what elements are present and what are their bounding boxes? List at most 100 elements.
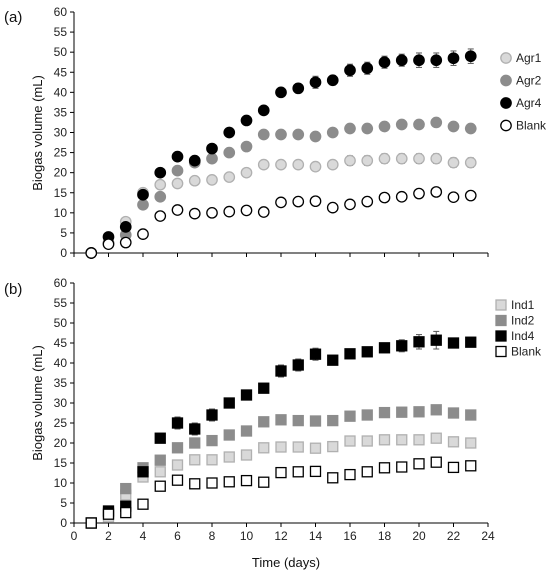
data-point — [361, 409, 373, 421]
data-point — [206, 409, 218, 421]
data-point — [447, 436, 460, 448]
data-point — [154, 454, 166, 466]
data-point — [326, 74, 339, 87]
data-point — [102, 508, 115, 520]
data-point — [447, 337, 460, 349]
legend-marker — [500, 74, 512, 87]
data-point — [85, 247, 98, 259]
data-point — [361, 195, 374, 208]
data-point — [344, 468, 356, 481]
data-point — [465, 409, 477, 421]
panel-a-y-tick-label: 0 — [60, 246, 67, 260]
data-point — [171, 459, 184, 471]
panel-b-y-tick-label: 60 — [54, 276, 68, 290]
data-point — [275, 466, 287, 479]
data-point — [120, 482, 132, 495]
panel-a: (a) Biogas volume (mL) 0 5 10 15 20 25 30 35 40 4… — [4, 5, 547, 260]
data-point — [326, 201, 339, 214]
panel-a-series-agr4 — [85, 48, 477, 259]
panel-b-x-tick-label: 12 — [274, 529, 288, 543]
data-point — [171, 204, 184, 216]
data-point — [344, 154, 356, 167]
data-point — [206, 477, 218, 489]
panel-b-x-tick-label: 22 — [447, 529, 461, 543]
data-point — [154, 210, 167, 222]
data-point — [154, 480, 166, 492]
data-point — [258, 442, 270, 454]
data-point — [240, 389, 253, 401]
data-point — [171, 177, 184, 190]
panel-a-y-tick-label: 10 — [54, 206, 68, 220]
panel-a-y-tick-label: 5 — [60, 226, 67, 240]
data-point — [378, 191, 391, 204]
panel-b-y-tick-label: 30 — [54, 396, 68, 410]
data-point — [430, 404, 442, 416]
data-point — [447, 191, 460, 204]
data-point — [464, 122, 477, 135]
data-point — [189, 478, 201, 490]
panel-b-x-tick-label: 16 — [343, 529, 357, 543]
panel-b-ylabel: Biogas volume (mL) — [30, 345, 45, 461]
panel-a-series-agr1 — [85, 152, 477, 259]
data-point — [378, 406, 391, 419]
data-point — [223, 171, 236, 183]
panel-b-x-tick-label: 14 — [309, 529, 323, 543]
data-point — [396, 434, 408, 446]
data-point — [240, 140, 253, 153]
panel-b-y-tick-label: 35 — [54, 376, 68, 390]
legend-label: Agr1 — [516, 51, 542, 65]
data-point — [120, 506, 132, 519]
panel-b-y-tick-label: 0 — [60, 516, 67, 530]
data-point — [275, 196, 287, 209]
data-point — [309, 130, 322, 143]
data-point — [430, 456, 442, 468]
panel-a-label: (a) — [4, 9, 22, 26]
data-point — [396, 406, 408, 418]
legend-marker — [495, 314, 507, 327]
panel-b-x-tick-label: 0 — [71, 529, 78, 543]
data-point — [430, 152, 443, 165]
panel-b-x-tick-label: 10 — [240, 529, 254, 543]
data-point — [361, 122, 374, 135]
data-point — [378, 120, 391, 133]
panel-a-y-tick-label: 40 — [54, 85, 68, 99]
data-point — [344, 198, 356, 211]
data-point — [171, 164, 184, 177]
data-point — [206, 206, 218, 219]
data-point — [223, 397, 235, 409]
data-point — [189, 423, 201, 435]
data-point — [275, 414, 287, 426]
panel-b-y-tick-label: 20 — [54, 436, 68, 450]
panel-a-y-tick-label: 25 — [54, 146, 68, 160]
data-point — [395, 190, 408, 203]
data-point — [344, 122, 356, 135]
data-point — [240, 114, 253, 127]
data-point — [137, 228, 149, 240]
data-point — [223, 451, 235, 463]
panel-a-y-tick-label: 15 — [54, 186, 68, 200]
data-point — [464, 50, 477, 63]
data-point — [119, 221, 132, 233]
legend-label: Agr2 — [516, 74, 542, 88]
data-point — [447, 407, 460, 419]
data-point — [327, 440, 339, 453]
data-point — [430, 186, 443, 198]
data-point — [361, 346, 373, 358]
data-point — [240, 425, 253, 437]
data-point — [154, 466, 166, 478]
data-point — [154, 166, 167, 179]
data-point — [464, 156, 477, 169]
data-point — [327, 414, 339, 427]
data-point — [378, 434, 391, 446]
panel-b-x-tick-label: 24 — [481, 529, 495, 543]
data-point — [344, 64, 356, 77]
legend-label: Ind2 — [511, 314, 535, 328]
data-point — [292, 128, 305, 141]
panel-a-y-tick-label: 55 — [54, 25, 68, 39]
data-point — [188, 207, 201, 220]
data-point — [309, 442, 322, 454]
data-point — [240, 474, 253, 487]
